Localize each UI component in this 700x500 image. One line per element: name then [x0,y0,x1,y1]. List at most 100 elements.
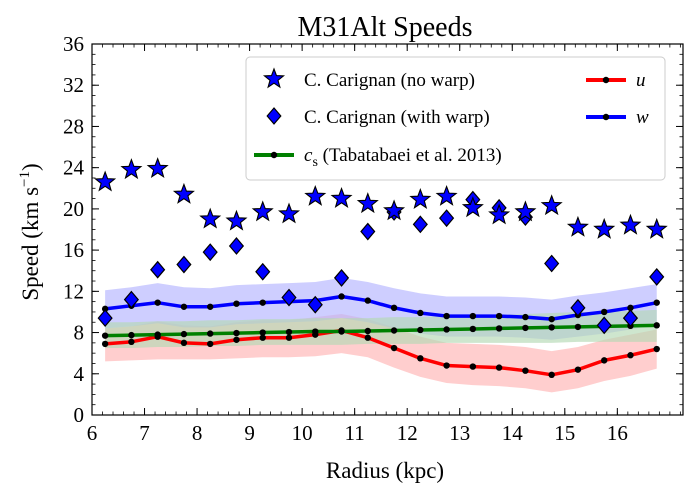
y-axis-label-close: ) [18,163,43,171]
point-u [548,371,555,379]
x-tick-label: 11 [345,421,365,445]
point-cs [259,329,266,336]
diamond-marker [307,295,323,314]
y-axis-label-exponent: −1 [17,171,33,187]
legend-star-shape [262,67,286,89]
x-tick-label: 8 [192,421,203,445]
star-marker [172,182,195,204]
star-marker [225,209,248,231]
carignan-markers [94,157,668,335]
point-w [101,305,109,313]
y-tick-label: 32 [63,73,84,97]
point-w [627,304,634,312]
legend-label-cs: cs (Tabatabaei et al. 2013) [304,145,502,170]
point-u [522,367,529,374]
star-marker [251,200,274,222]
diamond-marker [123,290,139,309]
point-w [154,299,161,306]
point-cs [285,328,293,336]
legend-label-no-warp: C. Carignan (no warp) [304,70,475,91]
diamond-marker [202,243,218,262]
point-w [601,308,608,316]
star-marker [120,158,143,180]
legend-cs-dot [270,151,278,159]
star-marker [94,170,117,192]
y-tick-label: 24 [63,156,85,180]
legend: C. Carignan (no warp) C. Carignan (with … [245,56,666,181]
point-u [469,363,477,370]
star-marker [435,184,458,206]
point-w [180,303,188,310]
star-marker [277,202,301,224]
diamond-marker [596,316,612,335]
x-tick-label: 15 [554,421,575,445]
star-marker [330,187,353,208]
point-u [128,338,135,346]
point-cs [312,328,319,335]
diamond-marker [412,215,428,234]
y-tick-label: 4 [74,362,85,386]
axes: 6 7 8 9 10 11 12 13 14 15 16 0 4 8 12 16 20 24 28 32 36 [63,32,684,445]
x-tick-label: 9 [244,421,255,445]
point-u [443,362,450,369]
star-marker [514,200,537,222]
legend-label-w: w [636,107,649,128]
point-w [495,312,503,320]
series-lines [101,293,660,379]
point-u [601,357,608,364]
star-marker [383,199,406,221]
diamond-marker [360,222,376,241]
star-marker [461,196,484,218]
point-w [443,312,450,320]
x-tick-label: 10 [292,421,313,445]
star-marker [409,188,432,209]
x-tick-label: 13 [449,421,470,445]
point-cs [548,324,555,331]
point-u [390,344,398,352]
line-w [104,294,658,321]
point-cs [207,330,214,337]
legend-label-u: u [636,70,646,91]
point-w [469,312,477,320]
legend-cs-subscript: s [312,155,317,170]
point-u [233,336,240,343]
point-cs [101,332,109,339]
chart-title: M31Alt Speeds [298,12,473,43]
diamond-marker [439,209,455,228]
point-u [180,339,188,347]
point-w [417,309,424,317]
y-tick-label: 36 [63,32,84,56]
diamond-marker [150,260,166,279]
point-w [207,303,214,310]
legend-cs-symbol: c [304,145,313,166]
point-cs [390,327,398,334]
x-tick-label: 6 [87,421,98,445]
star-marker [146,157,169,179]
y-axis-label: Speed (km s−1) [17,163,43,300]
line-u [104,328,658,377]
point-u [364,334,371,341]
legend-label-with-warp: C. Carignan (with warp) [304,107,490,128]
diamond-marker [544,254,560,273]
point-w [338,293,345,300]
diamond-marker [333,269,350,287]
y-axis-label-main: Speed (km s [18,187,43,301]
point-cs [469,325,477,333]
point-u [285,334,293,341]
star-marker [593,217,616,239]
x-axis-label: Radius (kpc) [326,458,444,483]
legend-u-dot [602,76,610,84]
point-w [522,313,529,321]
point-cs [653,322,660,329]
point-u [627,352,634,359]
point-cs [522,324,529,332]
diamond-marker [622,309,639,328]
star-marker [356,192,379,214]
point-u [495,364,503,371]
y-tick-label: 0 [74,403,85,427]
diamond-marker [281,288,297,307]
point-cs [154,331,161,338]
x-tick-label: 7 [139,421,150,445]
star-marker [619,213,642,235]
